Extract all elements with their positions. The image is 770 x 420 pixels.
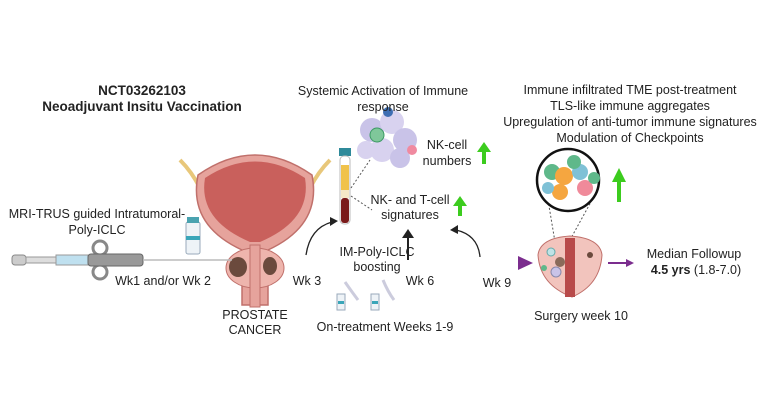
- followup-value: 4.5 yrs (1.8-7.0): [651, 263, 741, 278]
- blood-tube-icon: [339, 148, 351, 225]
- trial-title: Neoadjuvant Insitu Vaccination: [42, 99, 242, 114]
- im-injection-vials-icon: [336, 279, 396, 311]
- prostate-label-1: PROSTATE: [222, 308, 288, 322]
- injection-label-2: Poly-ICLC: [68, 223, 126, 237]
- resected-prostate-icon: [537, 235, 603, 298]
- arrow-wk3-to-blood: [305, 221, 333, 256]
- tme-magnified-circle-icon: [535, 147, 601, 213]
- timepoint-wk9: Wk 9: [482, 276, 512, 290]
- surgery-label: Surgery week 10: [534, 309, 628, 323]
- tme-finding: Upregulation of anti-tumor immune signat…: [503, 115, 757, 129]
- boost-label-2: boosting: [353, 260, 401, 274]
- followup-range: (1.8-7.0): [690, 263, 742, 277]
- followup-label: Median Followup: [646, 247, 742, 261]
- injection-label-1: MRI-TRUS guided Intratumoral-: [8, 207, 186, 221]
- on-treatment-label: On-treatment Weeks 1-9: [316, 320, 454, 334]
- tumor-right: [263, 257, 277, 275]
- boost-label-1: IM-Poly-ICLC: [339, 245, 415, 259]
- tme-finding: Modulation of Checkpoints: [556, 131, 704, 145]
- signatures-label-1: NK- and T-cell: [370, 193, 450, 207]
- up-arrow-signatures-icon: [453, 196, 467, 216]
- timepoint-wk6: Wk 6: [405, 274, 435, 288]
- prostate-label-2: CANCER: [228, 323, 282, 337]
- syringe-icon: [11, 239, 232, 281]
- up-arrow-tme-icon: [612, 168, 626, 202]
- up-arrow-nk-cell-icon: [477, 142, 491, 164]
- tumor-left: [229, 257, 247, 277]
- nk-cell-label-1: NK-cell: [426, 138, 468, 152]
- trial-id: NCT03262103: [98, 83, 186, 98]
- tme-finding: TLS-like immune aggregates: [550, 99, 710, 113]
- systemic-label-2: response: [357, 100, 409, 114]
- bladder-icon: [195, 154, 315, 308]
- systemic-label-1: Systemic Activation of Immune: [297, 84, 469, 98]
- arrow-wk9-curve: [455, 229, 481, 258]
- followup-years: 4.5 yrs: [650, 263, 691, 277]
- poly-iclc-vial-icon: [185, 217, 201, 255]
- signatures-label-2: signatures: [381, 208, 439, 222]
- tme-finding: Immune infiltrated TME post-treatment: [523, 83, 737, 97]
- nk-cell-label-2: numbers: [422, 154, 472, 168]
- timepoint-wk1-2: Wk1 and/or Wk 2: [115, 274, 211, 288]
- immune-cell-cluster-icon: [357, 107, 417, 168]
- timepoint-wk3: Wk 3: [292, 274, 322, 288]
